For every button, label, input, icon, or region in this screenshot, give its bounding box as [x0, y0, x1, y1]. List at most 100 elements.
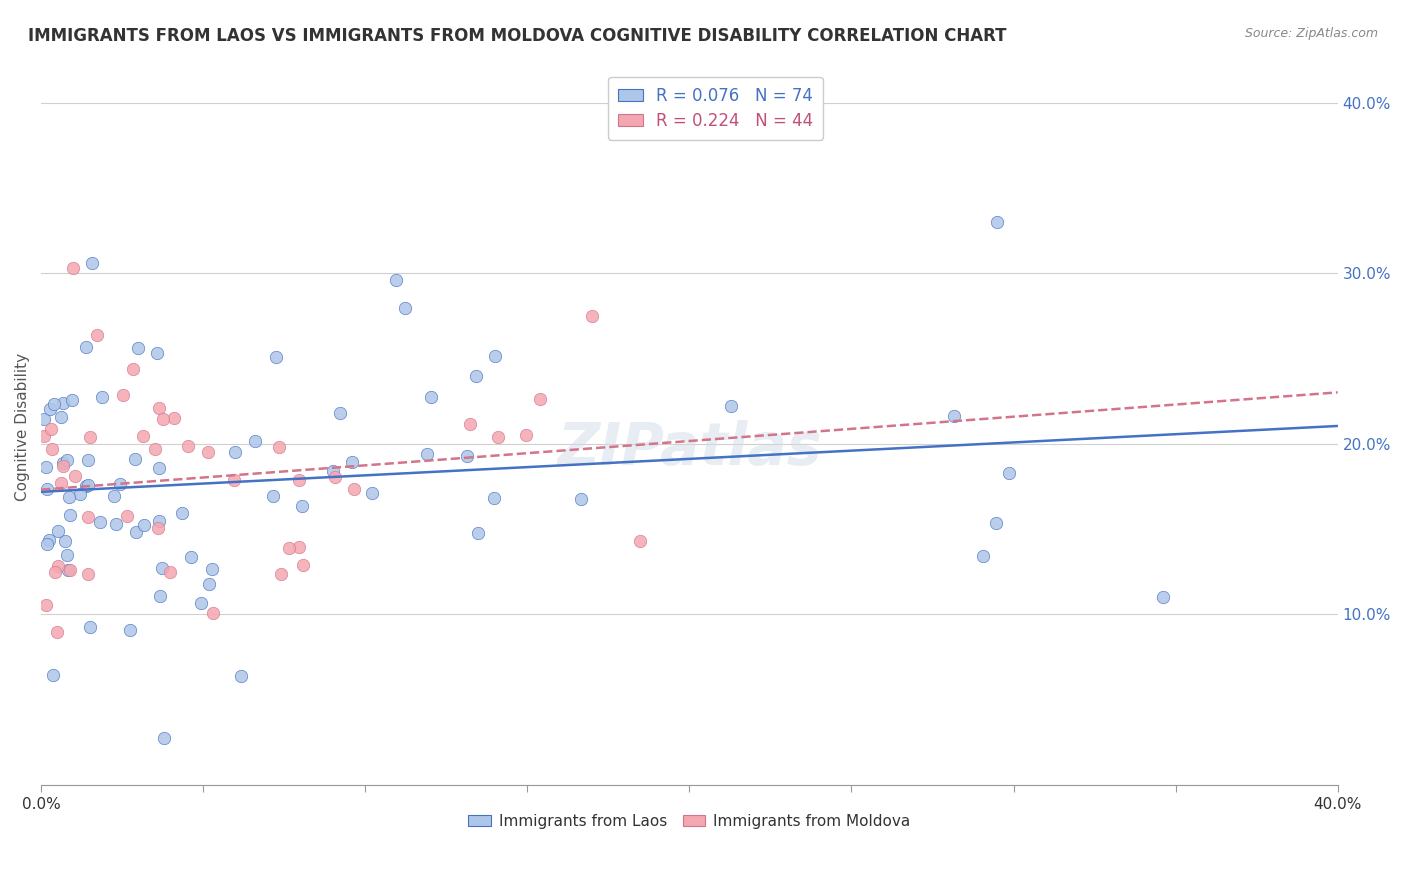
Point: [46, 558, 69, 573]
Point: [115, 509, 138, 524]
Point: [52, 396, 75, 410]
Point: [986, 215, 1008, 229]
Point: [998, 466, 1021, 480]
Point: [972, 549, 994, 563]
Point: [343, 482, 366, 496]
Point: [37, 482, 59, 496]
Point: [79, 430, 101, 444]
Point: [484, 349, 506, 363]
Point: [39, 422, 62, 436]
Point: [63, 469, 86, 483]
Point: [291, 499, 314, 513]
Point: [153, 731, 176, 745]
Point: [170, 506, 193, 520]
Point: [229, 669, 252, 683]
Point: [44, 565, 66, 579]
Point: [148, 514, 170, 528]
Point: [103, 490, 125, 504]
Point: [245, 434, 267, 449]
Point: [42, 667, 65, 681]
Point: [46, 524, 69, 539]
Point: [323, 469, 346, 483]
Point: [146, 346, 169, 360]
Point: [59, 563, 82, 577]
Point: [201, 562, 224, 576]
Point: [458, 417, 481, 431]
Point: [288, 473, 311, 487]
Point: [69, 486, 91, 500]
Point: [222, 474, 245, 488]
Point: [529, 392, 551, 406]
Point: [125, 524, 148, 539]
Point: [91, 390, 114, 404]
Text: IMMIGRANTS FROM LAOS VS IMMIGRANTS FROM MOLDOVA COGNITIVE DISABILITY CORRELATION: IMMIGRANTS FROM LAOS VS IMMIGRANTS FROM …: [28, 27, 1007, 45]
Point: [34, 460, 56, 475]
Point: [984, 516, 1007, 530]
Point: [132, 517, 155, 532]
Point: [262, 489, 284, 503]
Point: [628, 534, 651, 549]
Point: [270, 566, 292, 581]
Point: [77, 510, 100, 524]
Point: [122, 362, 145, 376]
Point: [56, 563, 79, 577]
Point: [77, 453, 100, 467]
Point: [148, 401, 170, 415]
Point: [159, 565, 181, 579]
Point: [456, 449, 478, 463]
Point: [108, 477, 131, 491]
Point: [197, 444, 219, 458]
Point: [49, 476, 72, 491]
Point: [52, 456, 75, 470]
Point: [394, 301, 416, 316]
Point: [197, 576, 219, 591]
Text: Source: ZipAtlas.com: Source: ZipAtlas.com: [1244, 27, 1378, 40]
Point: [148, 460, 170, 475]
Point: [79, 619, 101, 633]
Point: [124, 452, 146, 467]
Point: [329, 406, 352, 420]
Point: [180, 549, 202, 564]
Point: [34, 411, 56, 425]
Point: [34, 429, 56, 443]
Point: [75, 479, 97, 493]
Point: [56, 453, 79, 467]
Point: [288, 540, 311, 554]
Point: [467, 526, 489, 541]
Point: [46, 624, 69, 639]
Point: [149, 589, 172, 603]
Point: [38, 533, 60, 547]
Point: [82, 255, 104, 269]
Legend: Immigrants from Laos, Immigrants from Moldova: Immigrants from Laos, Immigrants from Mo…: [463, 807, 917, 835]
Point: [415, 447, 437, 461]
Point: [37, 536, 59, 550]
Point: [291, 558, 314, 572]
Point: [201, 606, 224, 620]
Point: [60, 393, 83, 408]
Point: [89, 515, 111, 529]
Point: [190, 596, 212, 610]
Point: [360, 486, 382, 500]
Point: [38, 401, 60, 416]
Point: [720, 399, 742, 413]
Point: [277, 541, 299, 555]
Point: [131, 429, 153, 443]
Point: [143, 442, 166, 457]
Point: [44, 397, 66, 411]
Point: [56, 548, 79, 562]
Point: [49, 410, 72, 425]
Y-axis label: Cognitive Disability: Cognitive Disability: [15, 352, 30, 501]
Point: [486, 429, 509, 443]
Point: [482, 491, 505, 506]
Point: [58, 490, 80, 504]
Point: [118, 623, 141, 637]
Point: [86, 328, 108, 343]
Point: [152, 412, 174, 426]
Point: [342, 455, 364, 469]
Point: [127, 341, 149, 355]
Point: [77, 477, 100, 491]
Point: [177, 439, 200, 453]
Point: [385, 273, 408, 287]
Point: [269, 440, 291, 454]
Point: [75, 340, 97, 354]
